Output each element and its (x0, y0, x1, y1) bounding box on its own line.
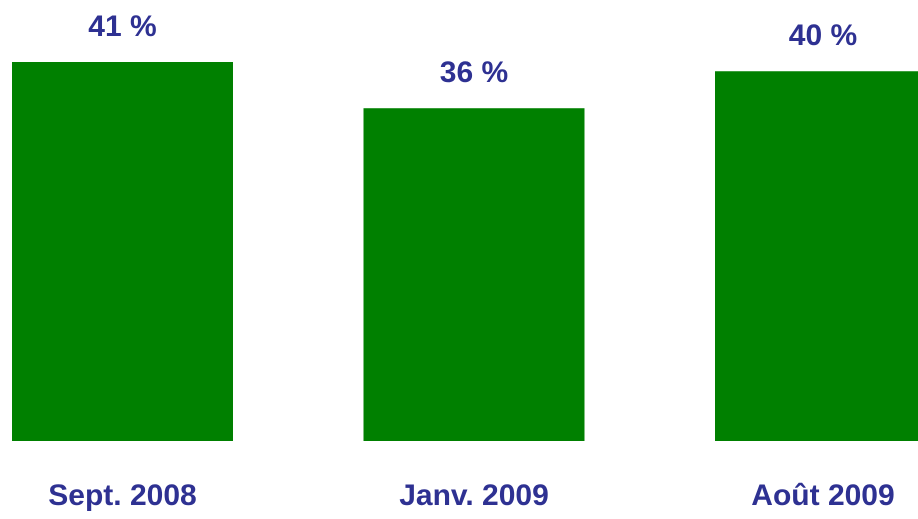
category-label: Août 2009 (751, 479, 894, 512)
category-label: Janv. 2009 (399, 479, 549, 512)
category-label: Sept. 2008 (48, 479, 196, 512)
value-label: 36 % (440, 56, 508, 89)
bar (12, 62, 233, 441)
bar (363, 108, 585, 441)
bar (715, 71, 918, 442)
value-label: 41 % (88, 10, 156, 43)
value-label: 40 % (789, 19, 857, 52)
